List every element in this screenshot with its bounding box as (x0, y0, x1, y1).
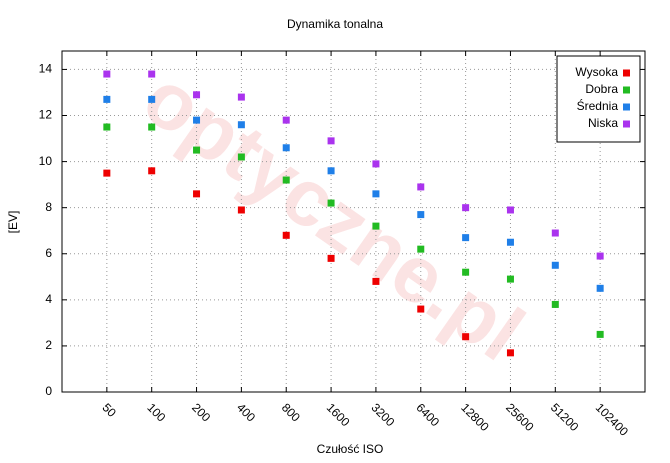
y-tick-label: 2 (45, 338, 52, 352)
legend-marker (623, 86, 630, 94)
point (596, 330, 604, 338)
point (372, 277, 380, 285)
point (417, 211, 425, 219)
point (462, 234, 470, 242)
point (417, 245, 425, 253)
point (282, 144, 290, 152)
x-tick-label: 800 (279, 400, 303, 424)
chart-title: Dynamika tonalna (287, 17, 383, 31)
x-tick-label: 200 (189, 400, 213, 424)
point (103, 123, 111, 131)
legend-marker (623, 120, 630, 128)
x-tick-label: 100 (144, 400, 168, 424)
legend-label: Dobra (585, 82, 618, 96)
point (237, 93, 245, 101)
point (148, 123, 156, 131)
x-tick-label: 400 (234, 400, 258, 424)
x-axis-label: Czułość ISO (317, 442, 384, 456)
watermark: optyczne.pl (128, 52, 540, 377)
point (551, 229, 559, 237)
x-tick-label: 25600 (503, 400, 537, 434)
point (327, 254, 335, 262)
point (372, 222, 380, 230)
point (237, 206, 245, 214)
point (148, 70, 156, 78)
point (193, 116, 201, 124)
x-tick-label: 102400 (593, 400, 631, 438)
y-axis-label: [EV] (6, 211, 20, 234)
point (551, 261, 559, 269)
point (237, 121, 245, 129)
y-tick-label: 4 (45, 292, 52, 306)
point (417, 305, 425, 313)
point (417, 183, 425, 191)
point (103, 95, 111, 103)
x-tick-label: 50 (99, 400, 119, 420)
point (148, 95, 156, 103)
point (462, 333, 470, 341)
x-tick-label: 51200 (548, 400, 582, 434)
point (193, 146, 201, 154)
point (327, 199, 335, 207)
point (148, 167, 156, 175)
y-tick-label: 10 (39, 154, 53, 168)
x-tick-label: 6400 (413, 400, 442, 429)
point (462, 268, 470, 276)
point (103, 169, 111, 177)
point (551, 300, 559, 308)
point (193, 91, 201, 99)
point (462, 204, 470, 212)
point (282, 231, 290, 239)
point (237, 153, 245, 161)
point (596, 252, 604, 260)
y-tick-label: 14 (39, 62, 53, 76)
y-tick-label: 6 (45, 246, 52, 260)
point (506, 275, 514, 283)
point (372, 160, 380, 168)
point (193, 190, 201, 198)
point (103, 70, 111, 78)
legend-label: Wysoka (575, 65, 618, 79)
x-tick-label: 1600 (324, 400, 353, 429)
point (372, 190, 380, 198)
plot-frame (61, 50, 646, 393)
point (506, 238, 514, 246)
y-tick-label: 0 (45, 384, 52, 398)
point (327, 167, 335, 175)
y-tick-label: 8 (45, 200, 52, 214)
legend-label: Średnia (577, 98, 619, 113)
legend-marker (623, 69, 630, 77)
x-tick-label: 3200 (369, 400, 398, 429)
point (282, 176, 290, 184)
point (506, 349, 514, 357)
point (282, 116, 290, 124)
x-tick-label: 12800 (458, 400, 492, 434)
legend-label: Niska (588, 116, 618, 130)
legend-marker (623, 103, 630, 111)
point (327, 137, 335, 145)
point (506, 206, 514, 214)
y-tick-label: 12 (39, 108, 53, 122)
point (596, 284, 604, 292)
